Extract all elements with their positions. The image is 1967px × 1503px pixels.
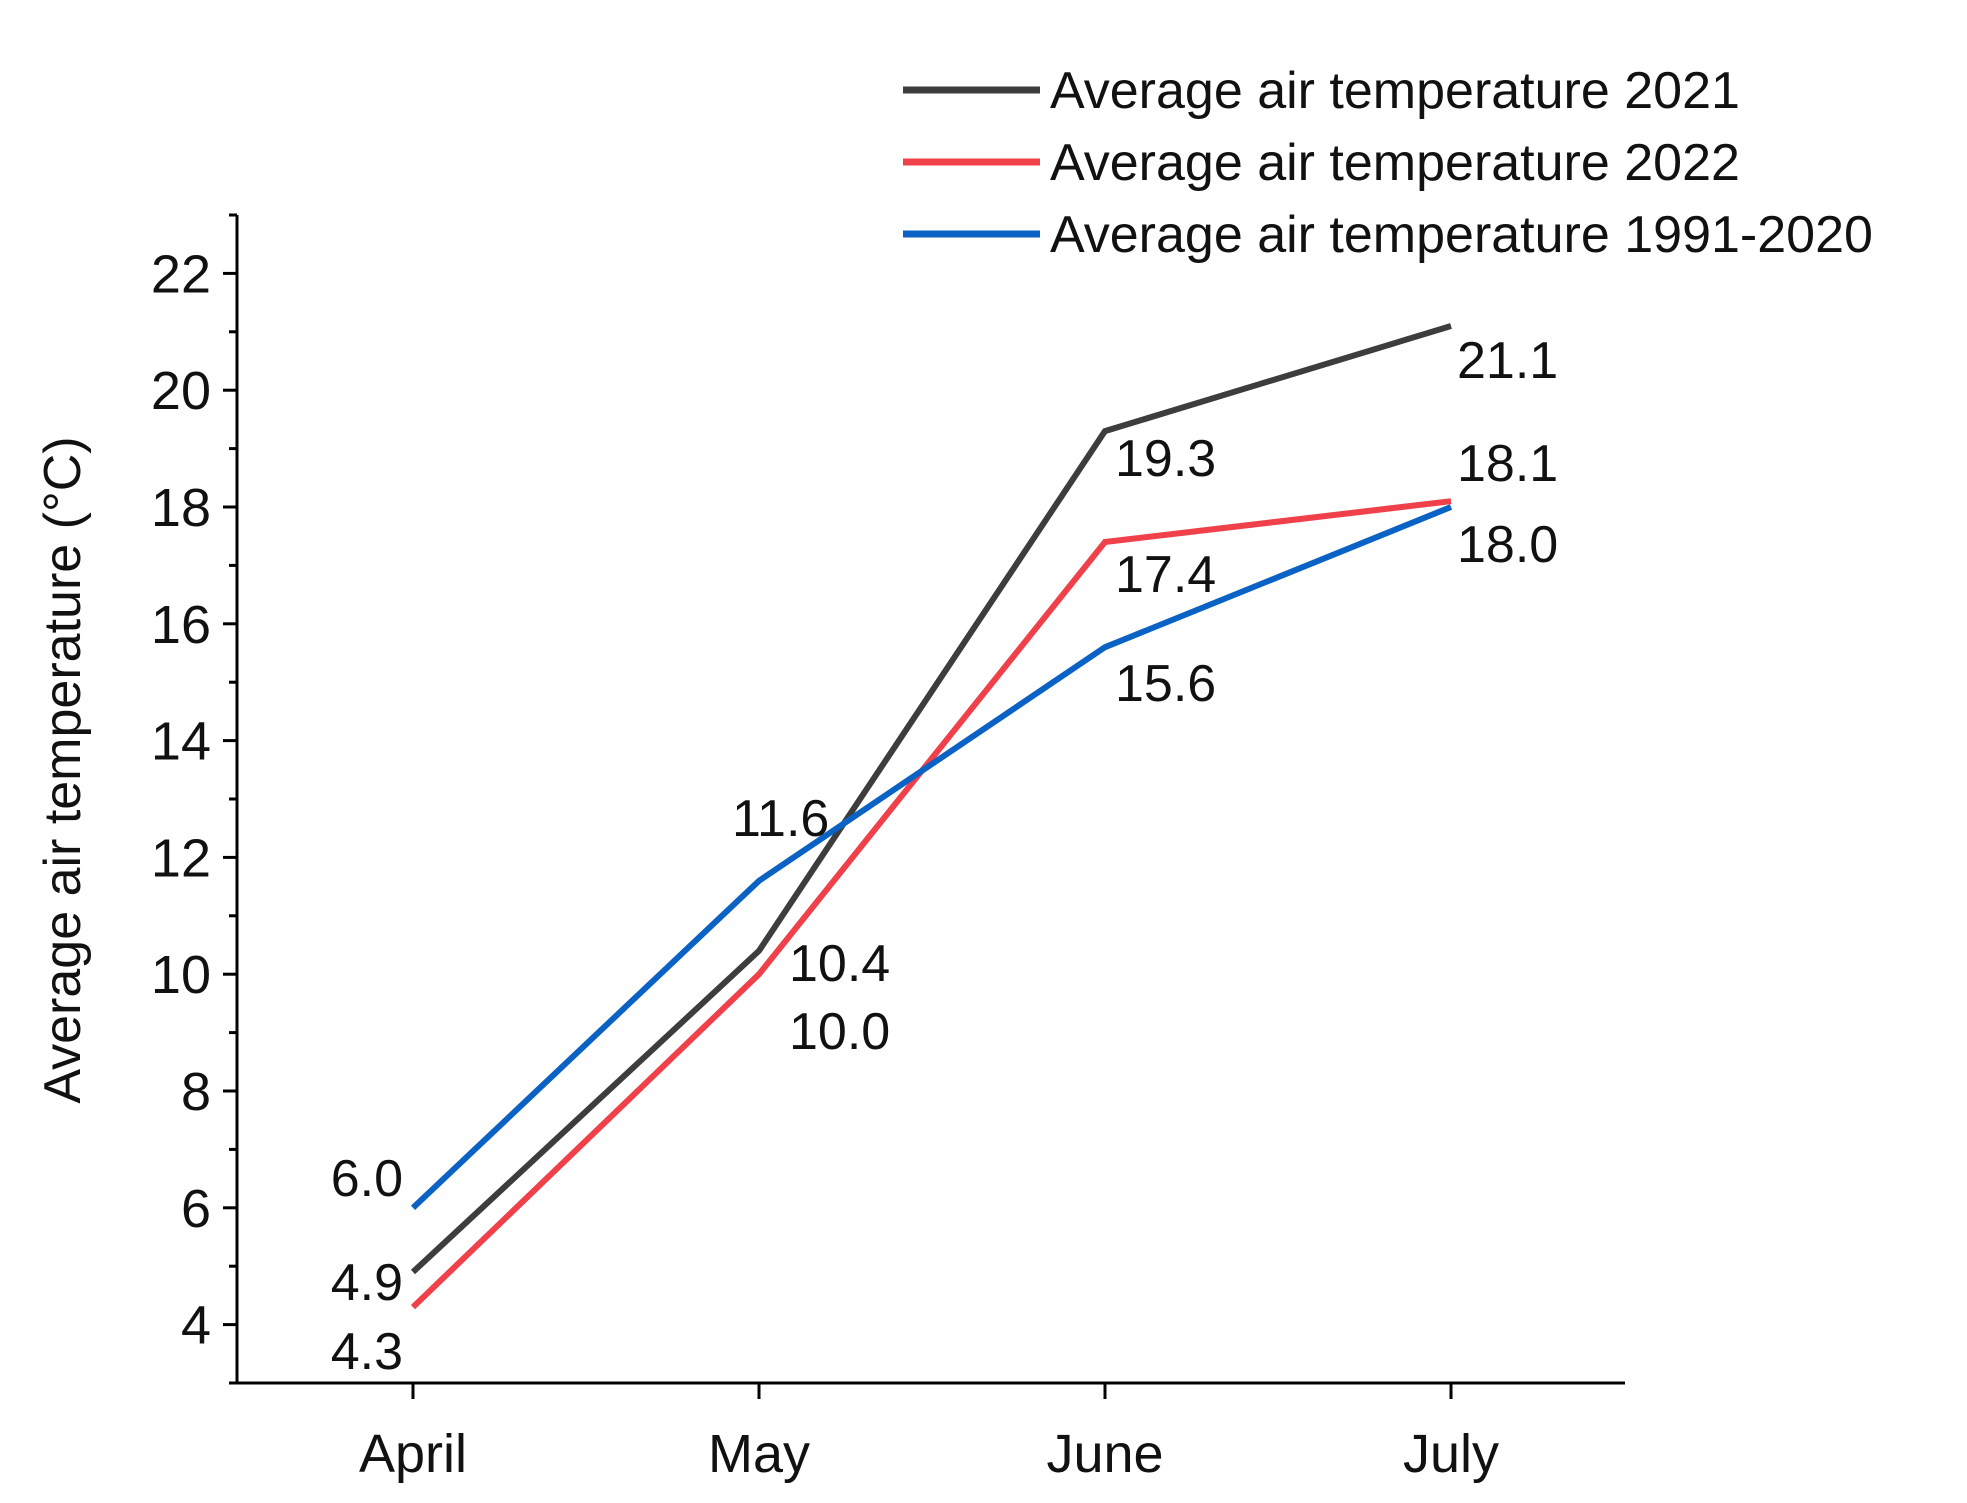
- data-label: 19.3: [1115, 430, 1216, 488]
- data-label: 10.0: [789, 1003, 890, 1061]
- y-tick-label: 12: [151, 828, 211, 888]
- y-tick-label: 4: [181, 1296, 211, 1356]
- x-ticks: April May June July: [359, 1383, 1499, 1484]
- data-label: 4.9: [331, 1254, 403, 1312]
- data-label: 6.0: [331, 1150, 403, 1208]
- y-tick-label: 10: [151, 945, 211, 1005]
- x-tick-label: June: [1046, 1424, 1163, 1484]
- data-label: 21.1: [1457, 332, 1558, 390]
- x-tick-label: April: [359, 1424, 467, 1484]
- data-label: 4.3: [331, 1323, 403, 1381]
- y-axis-title: Average air temperature (°C): [34, 436, 92, 1103]
- data-label: 17.4: [1115, 546, 1216, 604]
- y-tick-label: 20: [151, 361, 211, 421]
- y-tick-label: 6: [181, 1179, 211, 1239]
- data-label: 10.4: [789, 935, 890, 993]
- series-lines: [410, 323, 1453, 1310]
- axes: 4 6 8 10 12 14 16 18 20 22 April May June July: [151, 213, 1625, 1484]
- series-line-2: [410, 498, 1452, 1310]
- data-labels: 4.9 10.4 19.3 21.1 4.3 10.0 17.4 18.1 6.0 11.6 15.…: [331, 332, 1559, 1381]
- legend: Average air temperature 2021 Average air …: [903, 62, 1873, 264]
- data-label: 18.1: [1457, 435, 1558, 493]
- y-ticks: 4 6 8 10 12 14 16 18 20 22: [151, 213, 237, 1385]
- legend-label-1: Average air temperature 2021: [1050, 62, 1740, 120]
- series-line-1: [410, 323, 1452, 1275]
- data-label: 15.6: [1115, 655, 1216, 713]
- y-tick-label: 14: [151, 712, 211, 772]
- y-tick-label: 22: [151, 244, 211, 304]
- legend-label-3: Average air temperature 1991-2020: [1050, 206, 1873, 264]
- y-tick-label: 16: [151, 595, 211, 655]
- series-line-3: [410, 504, 1453, 1210]
- x-tick-label: July: [1403, 1424, 1499, 1484]
- y-tick-label: 18: [151, 478, 211, 538]
- y-tick-label: 8: [181, 1062, 211, 1122]
- data-label: 11.6: [732, 790, 829, 848]
- x-tick-label: May: [708, 1424, 810, 1484]
- data-label: 18.0: [1457, 516, 1558, 574]
- legend-label-2: Average air temperature 2022: [1050, 134, 1740, 192]
